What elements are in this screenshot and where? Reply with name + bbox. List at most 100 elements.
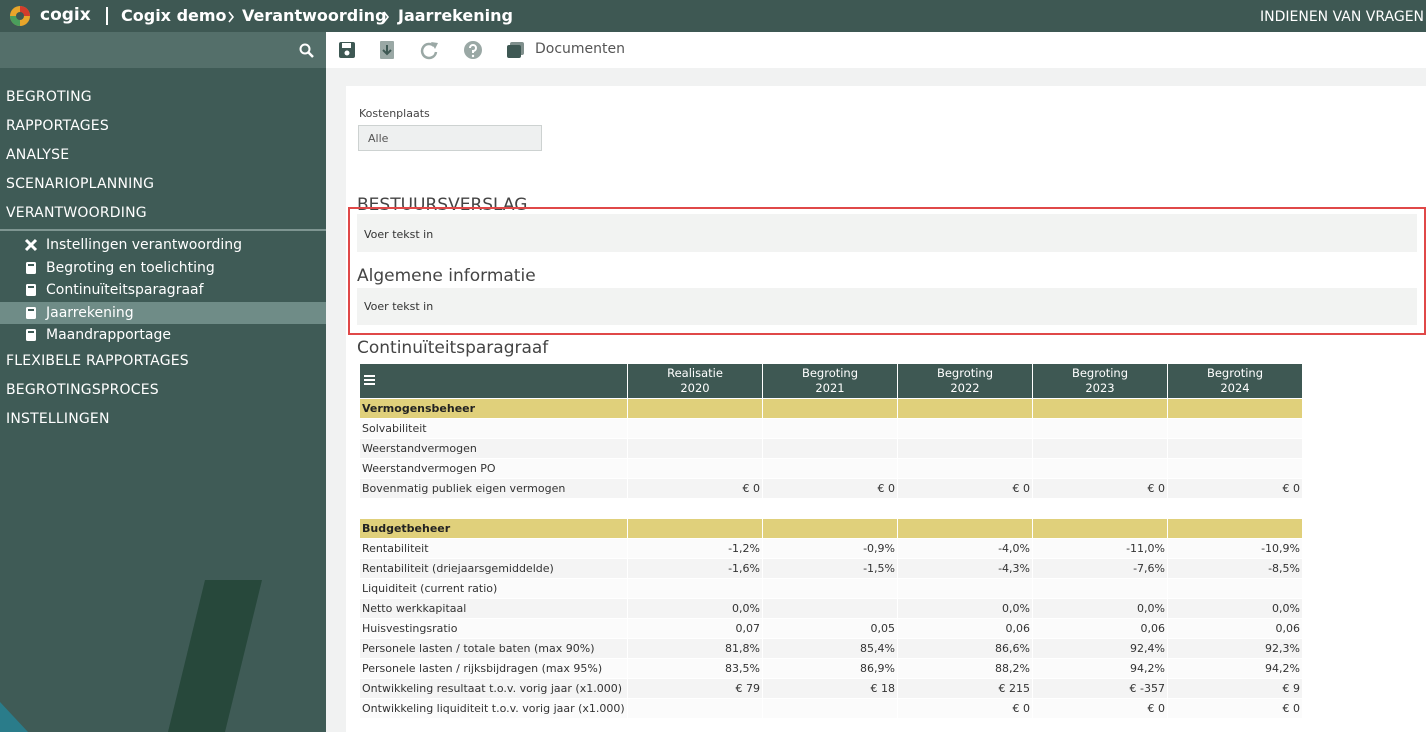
data-cell <box>627 438 763 459</box>
data-cell <box>762 698 898 719</box>
menu-item[interactable]: RAPPORTAGES <box>6 118 109 134</box>
data-cell <box>762 458 898 479</box>
menu-header-cell[interactable] <box>359 363 628 399</box>
menu-item[interactable]: SCENARIOPLANNING <box>6 176 155 192</box>
data-row: Netto werkkapitaal 0,0% 0,0% 0,0% 0,0% <box>359 598 1303 619</box>
data-cell: 92,4% <box>1032 638 1168 659</box>
submenu-label: Jaarrekening <box>46 304 134 321</box>
data-cell <box>897 438 1033 459</box>
text-input[interactable]: Voer tekst in <box>357 288 1417 325</box>
header-row: Realisatie 2020 Begroting 2021 Begroting 2022… <box>359 363 1303 399</box>
data-cell <box>1167 438 1303 459</box>
column-header-line: 2021 <box>815 381 845 395</box>
row-label: Ontwikkeling liquiditeit t.o.v. vorig ja… <box>359 698 628 719</box>
menu-item[interactable]: INSTELLINGEN <box>6 411 110 427</box>
data-cell <box>1032 438 1168 459</box>
tools-icon <box>24 238 38 252</box>
data-cell: -1,5% <box>762 558 898 579</box>
filter-label: Kostenplaats <box>359 107 430 120</box>
submenu-item[interactable]: Continuïteitsparagraaf <box>0 279 326 301</box>
data-cell: 0,06 <box>1032 618 1168 639</box>
data-cell: -11,0% <box>1032 538 1168 559</box>
data-cell: 0,0% <box>1032 598 1168 619</box>
column-header-line: Begroting <box>801 366 859 380</box>
data-cell: 0,0% <box>1167 598 1303 619</box>
group-cell <box>897 518 1033 539</box>
export-icon[interactable] <box>379 40 395 60</box>
data-cell <box>762 598 898 619</box>
data-cell <box>1032 458 1168 479</box>
group-cell <box>1032 398 1168 419</box>
breadcrumb-item[interactable]: Verantwoording <box>242 6 387 25</box>
group-row: Budgetbeheer <box>359 518 1303 539</box>
data-cell: -4,0% <box>897 538 1033 559</box>
data-cell: € 9 <box>1167 678 1303 699</box>
submenu-item[interactable]: Jaarrekening <box>0 301 326 324</box>
data-row: Rentabiliteit (driejaarsgemiddelde) -1,6%… <box>359 558 1303 579</box>
search-icon[interactable] <box>299 43 314 58</box>
group-cell <box>1167 398 1303 419</box>
column-header: Begroting 2022 <box>897 363 1033 399</box>
menu-item[interactable]: BEGROTING <box>6 89 92 105</box>
column-header-line: Begroting <box>1071 366 1129 380</box>
help-request-link[interactable]: INDIENEN VAN VRAGEN <box>1260 9 1425 25</box>
logo-text[interactable]: cogix <box>40 5 91 25</box>
data-cell <box>762 438 898 459</box>
data-cell <box>762 418 898 439</box>
data-cell <box>762 578 898 599</box>
hamburger-icon[interactable] <box>364 374 375 385</box>
submenu-label: Maandrapportage <box>46 327 171 344</box>
data-row: Ontwikkeling liquiditeit t.o.v. vorig ja… <box>359 698 1303 719</box>
data-cell <box>897 418 1033 439</box>
group-row: Vermogensbeheer <box>359 398 1303 419</box>
group-label: Vermogensbeheer <box>359 398 628 419</box>
data-cell: 94,2% <box>1167 658 1303 679</box>
data-cell <box>1032 418 1168 439</box>
spacer-cell <box>359 498 1303 519</box>
submenu-label: Instellingen verantwoording <box>46 237 242 253</box>
data-cell: -1,2% <box>627 538 763 559</box>
submenu-item[interactable]: Begroting en toelichting <box>0 257 326 279</box>
help-icon[interactable] <box>463 40 483 60</box>
refresh-icon[interactable] <box>419 40 439 60</box>
group-cell <box>762 518 898 539</box>
data-cell: -8,5% <box>1167 558 1303 579</box>
data-row: Liquiditeit (current ratio) <box>359 578 1303 599</box>
data-cell <box>627 418 763 439</box>
breadcrumb-item[interactable]: Cogix demo <box>121 6 227 25</box>
data-cell: 0,06 <box>1167 618 1303 639</box>
menu-item[interactable]: VERANTWOORDING <box>6 205 147 221</box>
text-input[interactable]: Voer tekst in <box>357 214 1417 252</box>
logo-icon <box>10 6 30 26</box>
column-header: Realisatie 2020 <box>627 363 763 399</box>
data-cell <box>1167 418 1303 439</box>
data-row: Personele lasten / rijksbijdragen (max 9… <box>359 658 1303 679</box>
group-cell <box>897 398 1033 419</box>
row-label: Personele lasten / totale baten (max 90%… <box>359 638 628 659</box>
data-cell <box>627 698 763 719</box>
column-header-line: Realisatie <box>667 366 723 380</box>
filter-select[interactable]: Alle <box>358 125 542 151</box>
documents-icon[interactable] <box>506 41 526 59</box>
data-cell <box>897 578 1033 599</box>
data-row: Weerstandvermogen <box>359 438 1303 459</box>
menu-item[interactable]: FLEXIBELE RAPPORTAGES <box>6 353 189 369</box>
data-cell <box>897 458 1033 479</box>
data-cell: 85,4% <box>762 638 898 659</box>
breadcrumb-separator <box>228 11 235 23</box>
submenu-item[interactable]: Maandrapportage <box>0 324 326 346</box>
documents-link[interactable]: Documenten <box>535 41 626 57</box>
data-cell <box>1032 578 1168 599</box>
row-label: Personele lasten / rijksbijdragen (max 9… <box>359 658 628 679</box>
data-cell: € 79 <box>627 678 763 699</box>
submenu-item[interactable]: Instellingen verantwoording <box>0 234 326 256</box>
save-icon[interactable] <box>338 41 356 59</box>
data-cell: 0,0% <box>627 598 763 619</box>
data-cell: -1,6% <box>627 558 763 579</box>
menu-item[interactable]: BEGROTINGSPROCES <box>6 382 159 398</box>
group-cell <box>1032 518 1168 539</box>
menu-item[interactable]: ANALYSE <box>6 147 70 163</box>
data-cell <box>627 458 763 479</box>
data-cell: 94,2% <box>1032 658 1168 679</box>
